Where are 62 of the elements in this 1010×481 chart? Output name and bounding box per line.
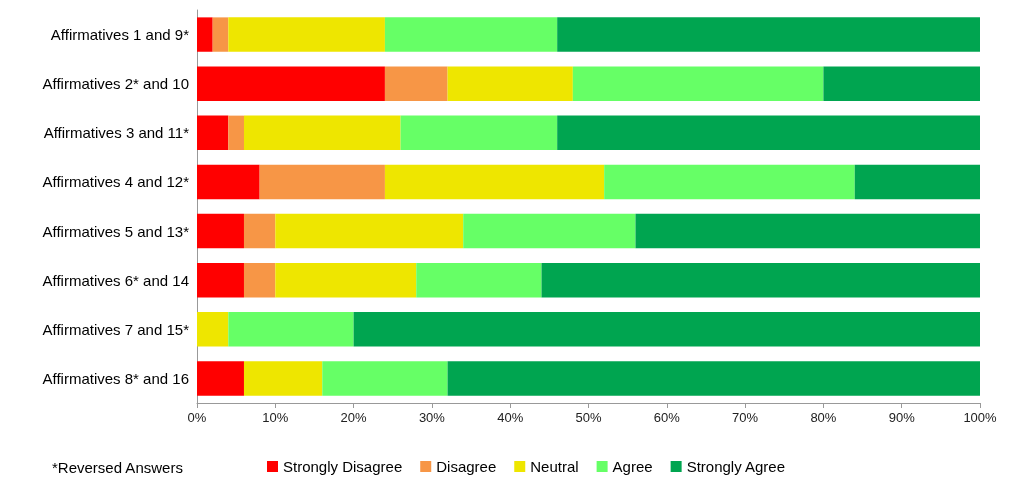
- bar: [463, 213, 636, 249]
- y-tick-label: Affirmatives 8* and 16: [42, 369, 189, 387]
- bar: [557, 115, 980, 151]
- bar: [384, 17, 558, 52]
- bar: [243, 213, 276, 249]
- bar: [228, 115, 244, 151]
- bar: [447, 361, 980, 396]
- bar: [197, 115, 229, 151]
- legend-label: Neutral: [530, 458, 579, 475]
- bar: [197, 66, 385, 101]
- bar: [322, 361, 448, 396]
- legend-label: Strongly Agree: [686, 458, 786, 475]
- bar: [228, 312, 354, 347]
- bar: [197, 213, 244, 249]
- legend-label: Agree: [612, 458, 653, 475]
- bar: [854, 164, 980, 200]
- bar: [557, 17, 980, 52]
- x-tick-label: 30%: [418, 410, 446, 425]
- x-tick-label: 100%: [963, 410, 998, 425]
- bar: [197, 164, 260, 200]
- bar: [384, 164, 605, 200]
- bar: [604, 164, 855, 200]
- bar: [400, 115, 558, 151]
- y-tick-label: Affirmatives 6* and 14: [42, 271, 189, 289]
- x-tick-label: 60%: [653, 410, 681, 425]
- x-tick-label: 70%: [732, 410, 759, 425]
- bar: [572, 66, 824, 101]
- x-tick-label: 0%: [187, 410, 207, 425]
- bar: [197, 312, 229, 347]
- bar: [541, 262, 980, 298]
- y-tick-label: Affirmatives 2* and 10: [42, 75, 189, 93]
- bar: [275, 262, 417, 298]
- x-tick-label: 20%: [340, 410, 368, 425]
- x-tick-label: 90%: [888, 410, 916, 425]
- bar: [197, 361, 244, 396]
- bar: [384, 66, 448, 101]
- text: *Reversed Answers: [52, 459, 183, 476]
- y-tick-label: Affirmatives 5 and 13*: [42, 222, 190, 240]
- bar: [197, 17, 213, 52]
- bar: [243, 115, 401, 151]
- bar: [212, 17, 229, 52]
- bar: [353, 312, 980, 347]
- y-tick-label: Affirmatives 7 and 15*: [42, 320, 190, 338]
- y-tick-label: Affirmatives 3 and 11*: [43, 124, 190, 142]
- bar: [416, 262, 542, 298]
- legend-label: Strongly Disagree: [283, 458, 403, 475]
- x-tick-label: 50%: [575, 410, 602, 425]
- x-tick-label: 80%: [810, 410, 837, 425]
- bar: [197, 262, 244, 298]
- bar: [228, 17, 385, 52]
- bar: [275, 213, 464, 249]
- x-tick-label: 40%: [497, 410, 524, 425]
- bar: [447, 66, 573, 101]
- y-tick-label: Affirmatives 1 and 9*: [50, 26, 190, 44]
- bar: [823, 66, 980, 101]
- y-tick-label: Affirmatives 4 and 12*: [42, 173, 190, 191]
- bar: [635, 213, 980, 249]
- bar: [259, 164, 385, 200]
- bar: [243, 262, 276, 298]
- x-tick-label: 10%: [262, 410, 289, 425]
- legend-label: Disagree: [436, 458, 497, 475]
- bar: [243, 361, 323, 396]
